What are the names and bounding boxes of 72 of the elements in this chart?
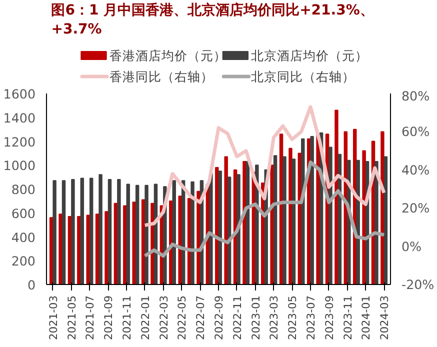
x-tick-label: 2022-07	[194, 295, 208, 340]
bar	[77, 216, 81, 284]
bar	[273, 155, 278, 284]
y2-tick-label: -20%	[402, 277, 434, 292]
x-tick-label: 2022-11	[230, 295, 244, 340]
bar	[80, 178, 84, 284]
x-tick-label: 2023-03	[268, 295, 281, 340]
bar	[108, 178, 112, 284]
bar	[236, 174, 240, 284]
x-tick-label: 2023-05	[286, 295, 300, 340]
y-tick-label: 1400	[3, 110, 36, 126]
x-tick-label: 2023-09	[322, 295, 336, 340]
y-tick-label: 1000	[3, 158, 36, 174]
y2-tick-label: 0%	[402, 238, 422, 254]
bar	[144, 184, 148, 284]
chart-title: 图6：1 月中国香港、北京酒店均价同比+21.3%、+3.7%	[51, 2, 374, 38]
y-tick-label: 800	[11, 182, 36, 197]
x-tick-label: 2021-11	[120, 295, 134, 340]
bar	[135, 184, 140, 284]
bar	[172, 180, 176, 284]
bar	[190, 181, 194, 284]
y2-tick-label: 80%	[402, 88, 430, 104]
bar	[292, 158, 296, 284]
bar	[374, 161, 378, 284]
x-tick-label: 2021-03	[46, 295, 60, 340]
bar	[334, 110, 338, 284]
bar	[282, 156, 286, 284]
x-tick-label: 2022-01	[138, 295, 152, 340]
bar	[218, 170, 222, 284]
legend-label: 香港酒店均价（元）	[109, 48, 226, 63]
bar	[62, 180, 66, 284]
bar	[123, 205, 127, 284]
legend-label: 北京酒店均价（元）	[251, 48, 368, 63]
bar	[224, 156, 228, 284]
x-tick-label: 2023-07	[304, 295, 318, 340]
x-tick-label: 2022-09	[212, 295, 226, 340]
x-tick-label: 2021-07	[84, 295, 97, 340]
x-tick-label: 2022-05	[176, 295, 189, 340]
y-tick-label: 200	[11, 254, 36, 269]
bar	[126, 184, 130, 284]
line-series	[143, 160, 386, 258]
legend-label: 北京同比（右轴）	[251, 69, 356, 84]
y2-tick-label: 60%	[402, 124, 430, 140]
y-tick-label: 600	[11, 206, 36, 221]
x-tick-label: 2024-01	[360, 295, 373, 340]
x-tick-label: 2023-11	[341, 295, 354, 340]
bar	[384, 156, 388, 284]
bar	[288, 148, 292, 284]
y2-tick-label: 40%	[402, 162, 430, 178]
bar	[104, 211, 108, 284]
y-tick-label: 1600	[3, 86, 36, 102]
y-tick-label: 0	[27, 278, 36, 292]
bar	[328, 146, 332, 284]
legend-label: 香港同比（右轴）	[109, 69, 214, 84]
bar	[310, 136, 314, 284]
x-tick-label: 2021-09	[102, 295, 116, 340]
bar	[356, 160, 360, 284]
x-tick-label: 2022-03	[157, 295, 170, 340]
y-tick-label: 400	[11, 230, 36, 245]
line-series	[143, 105, 386, 228]
bar	[58, 214, 62, 284]
x-tick-label: 2024-03	[378, 295, 392, 340]
x-tick-label: 2023-01	[249, 295, 262, 340]
bar	[117, 178, 121, 284]
y2-tick-label: 20%	[402, 200, 430, 216]
bar	[52, 180, 56, 284]
bar	[98, 174, 102, 284]
bar	[132, 202, 136, 284]
x-tick-label: 2021-05	[65, 295, 78, 340]
bar	[89, 178, 94, 284]
y-tick-label: 1200	[3, 134, 36, 150]
bar	[71, 178, 75, 284]
